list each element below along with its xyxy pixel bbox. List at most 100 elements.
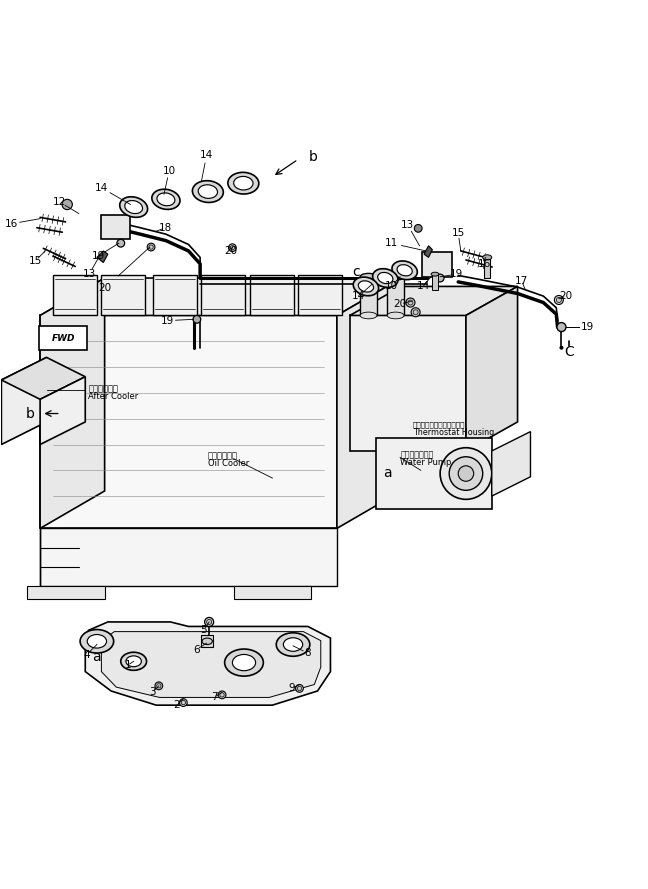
Text: Oil Cooler: Oil Cooler [208,460,249,469]
Ellipse shape [121,653,146,670]
Ellipse shape [373,268,398,287]
Text: C: C [564,345,574,358]
Text: 18: 18 [159,223,172,233]
Polygon shape [40,278,401,316]
Text: 20: 20 [559,291,573,301]
Text: Thermostat Housing: Thermostat Housing [413,428,494,437]
Text: 4: 4 [83,650,90,660]
Text: 13: 13 [82,269,96,279]
Text: 10: 10 [385,281,399,291]
Polygon shape [350,286,518,316]
Ellipse shape [397,265,412,276]
Circle shape [295,685,303,693]
Circle shape [179,699,187,707]
Text: a: a [93,651,101,664]
Polygon shape [101,276,145,316]
Ellipse shape [358,281,373,292]
Polygon shape [53,276,97,316]
Ellipse shape [360,274,377,280]
Ellipse shape [353,277,378,296]
Ellipse shape [378,272,393,284]
Text: 7: 7 [211,693,218,702]
Ellipse shape [431,272,439,276]
Ellipse shape [198,185,218,198]
Polygon shape [27,587,104,599]
Text: 20: 20 [98,284,111,293]
Ellipse shape [228,172,259,194]
Ellipse shape [360,312,377,319]
Circle shape [193,316,201,324]
Polygon shape [40,278,104,528]
Text: 5: 5 [201,625,207,635]
Ellipse shape [276,633,310,656]
Text: 2: 2 [174,701,180,710]
Polygon shape [350,316,466,451]
Text: サーモスタットハウジング: サーモスタットハウジング [413,422,465,428]
Circle shape [440,448,492,500]
Polygon shape [40,528,337,587]
Ellipse shape [388,312,404,319]
Text: c: c [353,265,360,278]
Text: アフタクーラ: アフタクーラ [89,385,119,394]
Bar [432,274,437,290]
Circle shape [411,308,420,316]
Polygon shape [376,438,492,509]
Text: 17: 17 [515,276,528,285]
Text: 19: 19 [581,322,594,332]
Circle shape [147,244,155,251]
Text: 15: 15 [452,228,465,238]
Text: 13: 13 [401,220,415,230]
Polygon shape [202,276,246,316]
Bar [360,276,377,316]
Ellipse shape [233,654,255,670]
Text: 19: 19 [450,269,463,279]
Text: ウォータポンプ: ウォータポンプ [400,451,434,460]
Ellipse shape [157,193,175,205]
Polygon shape [492,431,531,496]
Ellipse shape [283,637,303,652]
Text: 8: 8 [304,648,310,658]
Ellipse shape [388,274,404,280]
Polygon shape [422,252,452,276]
Ellipse shape [120,196,148,217]
Polygon shape [153,276,197,316]
Polygon shape [1,357,86,399]
Circle shape [218,691,226,699]
Polygon shape [249,276,294,316]
Text: 9: 9 [288,684,295,693]
Circle shape [458,466,474,481]
Text: 14: 14 [200,150,213,160]
Circle shape [436,274,444,282]
Text: 11: 11 [384,238,398,248]
Ellipse shape [225,649,263,677]
Circle shape [117,239,124,247]
Text: b: b [308,149,318,164]
Text: 19: 19 [161,316,174,325]
Circle shape [406,298,415,307]
Ellipse shape [392,261,417,280]
Bar [202,636,213,647]
Text: 16: 16 [478,259,491,268]
Ellipse shape [152,189,180,210]
Circle shape [557,323,566,332]
Polygon shape [337,278,401,528]
Polygon shape [97,251,108,262]
Text: 19: 19 [91,251,105,261]
Polygon shape [40,316,337,528]
Polygon shape [424,245,432,258]
Circle shape [414,225,422,232]
Polygon shape [298,276,342,316]
Text: 3: 3 [149,687,156,697]
Ellipse shape [483,255,492,260]
Polygon shape [86,622,330,705]
Text: 15: 15 [29,256,41,267]
Polygon shape [101,631,321,698]
Circle shape [155,682,163,690]
Circle shape [449,457,483,491]
Bar [484,258,491,278]
Ellipse shape [126,656,141,667]
Text: After Cooler: After Cooler [89,392,139,401]
Ellipse shape [125,201,143,213]
Circle shape [554,295,563,305]
Text: b: b [25,406,34,420]
